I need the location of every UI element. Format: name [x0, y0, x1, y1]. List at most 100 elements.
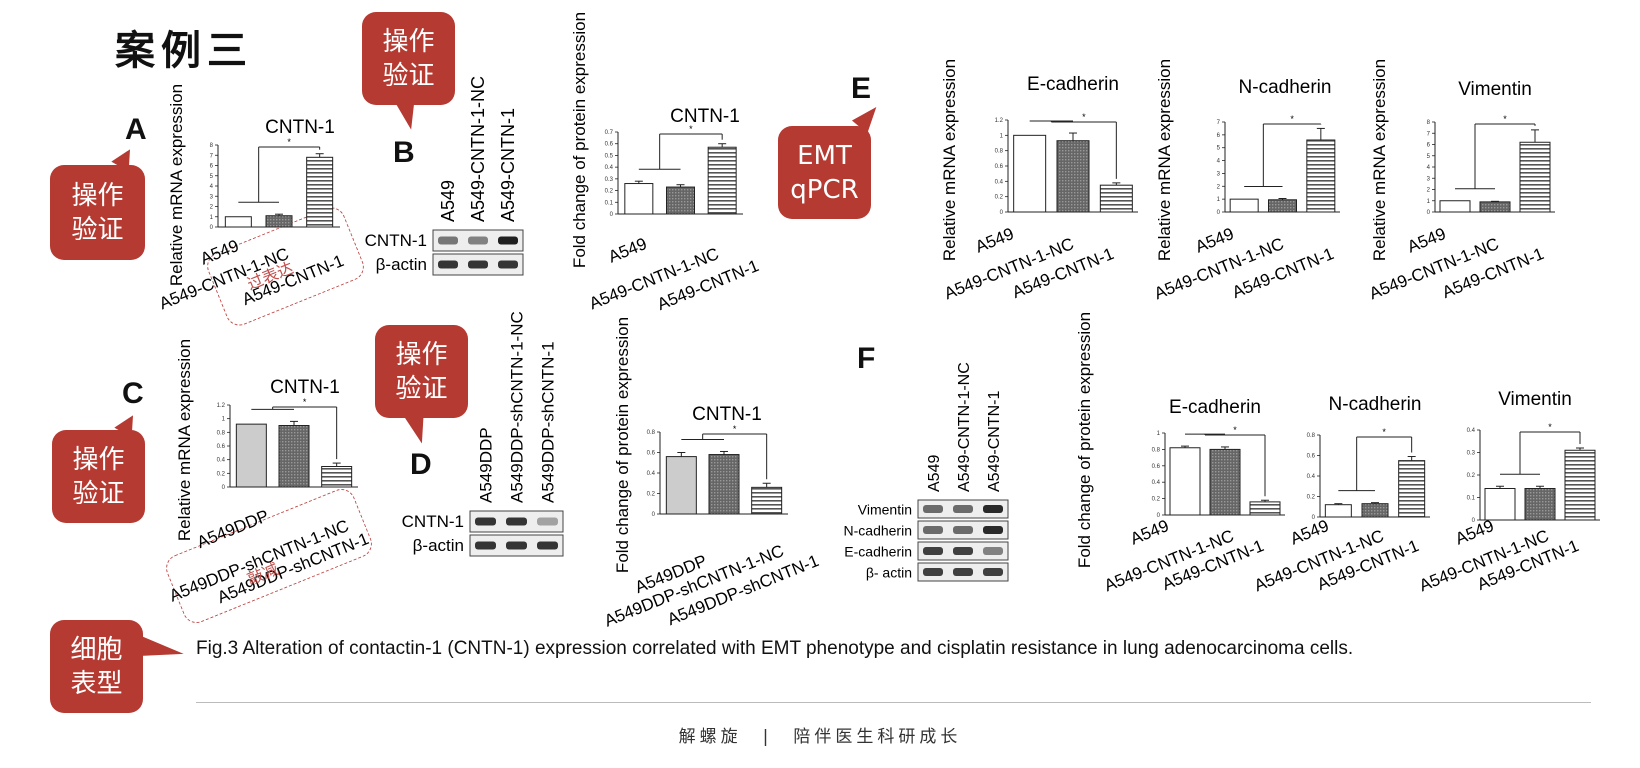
y-tick-label: 0 [1427, 210, 1431, 216]
panel-letter-d: D [410, 448, 432, 481]
blot-row-label: β-actin [376, 255, 427, 274]
blot-band [923, 568, 943, 576]
y-tick-label: 0.2 [995, 195, 1004, 201]
y-tick-label: 0.1 [605, 200, 614, 206]
y-tick-label: 0.4 [1467, 428, 1476, 434]
significance-marker: * [1082, 112, 1086, 122]
blot-lane-label: A549DDP-shCNTN-1-NC [508, 311, 527, 503]
blot-band [983, 526, 1003, 534]
y-tick-label: 1.2 [995, 118, 1004, 124]
y-tick-label: 0.4 [995, 179, 1004, 185]
bar-a549-cntn-1-nc [1479, 201, 1511, 213]
bar-a549ddp-shcntn-1 [321, 466, 353, 488]
y-tick-label: 0.6 [1307, 454, 1316, 460]
bar-a549-cntn-1 [707, 146, 737, 215]
blot-band [537, 517, 558, 526]
significance-marker: * [1503, 114, 1507, 124]
y-tick-label: 6 [210, 164, 214, 170]
blot-band [498, 260, 518, 269]
blot-band [438, 260, 458, 269]
y-tick-label: 2 [1217, 184, 1221, 190]
bar-a549-cntn-1 [1398, 460, 1426, 518]
chart-e1: 0 0.2 0.4 0.6 0.8 1 1.2 * E-cadherin Relative mRN… [940, 59, 1138, 303]
chart-title: CNTN-1 [692, 404, 762, 425]
bar-a549 [1169, 447, 1201, 516]
y-tick-label: 0.3 [1467, 451, 1476, 457]
blot-band [953, 547, 973, 555]
bar-a549-cntn-1 [1306, 139, 1336, 213]
y-tick-label: 6 [1217, 133, 1221, 139]
y-axis-label: Relative mRNA expression [1370, 59, 1389, 261]
y-tick-label: 0.2 [1307, 495, 1316, 501]
y-tick-label: 3 [1217, 171, 1221, 177]
y-axis-label: Relative mRNA expression [175, 339, 194, 541]
y-tick-label: 8 [1427, 120, 1431, 126]
y-tick-label: 0.4 [605, 165, 614, 171]
y-tick-label: 4 [210, 184, 214, 190]
y-tick-label: 0.2 [1467, 473, 1476, 479]
bar-a549ddp [235, 423, 267, 488]
bar-a549ddp-shcntn-1-nc [708, 454, 740, 515]
y-tick-label: 0.2 [605, 189, 614, 195]
y-tick-label: 1 [1427, 199, 1431, 205]
blot-band [953, 526, 973, 534]
blot-band [983, 505, 1003, 513]
y-tick-label: 0.8 [1307, 433, 1316, 439]
chart-e3: 0 1 2 3 4 5 6 7 8 * Vimentin Relative mRNA expressi… [1367, 59, 1555, 303]
blot-lane-label: A549-CNTN-1 [986, 391, 1003, 492]
y-tick-label: 0.2 [647, 492, 656, 498]
callout-bubble-emt: EMT qPCR [778, 126, 871, 219]
blot-row-label: CNTN-1 [402, 512, 464, 531]
blot-band [923, 505, 943, 513]
bar-a549-cntn-1 [1249, 501, 1281, 516]
y-tick-label: 0.8 [217, 430, 226, 436]
x-category-label: A549 [1128, 516, 1172, 548]
blot-band [498, 236, 518, 245]
figure-caption: Fig.3 Alteration of contactin-1 (CNTN-1)… [196, 638, 1354, 659]
chart-title: E-cadherin [1169, 397, 1261, 418]
bar-a549-cntn-1-nc [666, 186, 695, 215]
x-category-label: A549 [973, 224, 1017, 256]
chart-title: CNTN-1 [265, 117, 335, 138]
y-tick-label: 0 [1312, 515, 1316, 521]
bar-a549-cntn-1-nc [1056, 140, 1090, 213]
blot-band [923, 547, 943, 555]
y-tick-label: 4 [1217, 159, 1221, 165]
bar-a549ddp-shcntn-1 [751, 486, 783, 515]
y-axis-label: Fold change of protein expression [613, 317, 632, 573]
blot-band [475, 541, 496, 550]
y-axis-label: Relative mRNA expression [940, 59, 959, 261]
chart-title: Vimentin [1498, 389, 1572, 410]
blot-band [537, 541, 558, 550]
blot-band [953, 568, 973, 576]
y-tick-label: 0 [1157, 513, 1161, 519]
y-tick-label: 2 [210, 205, 214, 211]
significance-marker: * [1382, 427, 1386, 437]
y-tick-label: 7 [1217, 120, 1221, 126]
callout-bubble-b: 操作 验证 [362, 12, 455, 105]
y-tick-label: 0.6 [647, 451, 656, 457]
bar-a549-cntn-1-nc [1524, 488, 1556, 521]
blot-band [506, 517, 527, 526]
panel-letter-e: E [851, 72, 872, 105]
footer-text: 解螺旋 | 陪伴医生科研成长 [678, 727, 962, 747]
blot-band [923, 526, 943, 534]
chart-title: N-cadherin [1329, 394, 1422, 415]
x-category-label: A549DDP [194, 506, 271, 552]
blot-f: A549 A549-CNTN-1-NC A549-CNTN-1 Vimentin N-c… [844, 362, 1009, 582]
bar-a549-cntn-1-nc [1268, 199, 1297, 213]
y-tick-label: 0.4 [1307, 474, 1316, 480]
significance-marker: * [1548, 422, 1552, 432]
y-tick-label: 0.4 [217, 458, 226, 464]
y-axis-label: Relative mRNA expression [1155, 59, 1174, 261]
y-tick-label: 4 [1427, 165, 1431, 171]
panel-letter-a: A [125, 113, 147, 146]
chart-title: E-cadherin [1027, 74, 1119, 95]
chart-f1: 0 0.2 0.4 0.6 0.8 1 * E-cadherin Fold change of … [1075, 312, 1285, 595]
y-tick-label: 1 [210, 215, 214, 221]
callout-bubble-d: 操作 验证 [375, 325, 468, 418]
y-tick-label: 0.7 [605, 130, 614, 136]
y-tick-label: 3 [1427, 176, 1431, 182]
y-tick-label: 0.8 [647, 430, 656, 436]
blot-lane-label: A549-CNTN-1 [498, 108, 518, 222]
